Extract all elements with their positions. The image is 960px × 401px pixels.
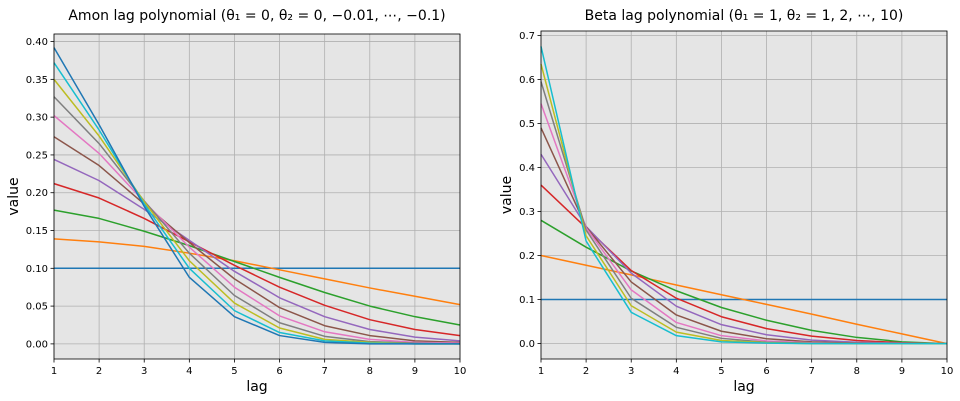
y-tick-label: 0.40 — [26, 37, 48, 48]
axes-frame — [53, 33, 461, 360]
x-tick-label: 9 — [899, 366, 905, 377]
x-tick-label: 8 — [854, 366, 860, 377]
x-tick-label: 3 — [141, 366, 147, 377]
x-tick-label: 7 — [808, 366, 814, 377]
series-line-11 — [53, 47, 460, 345]
chart-title: Beta lag polynomial (θ₁ = 1, θ₂ = 1, 2, … — [585, 8, 904, 24]
chart-2: 1 2 3 4 5 6 7 8 9 10 0.0 0.1 0.2 0.3 0.4 0.5 0.6 0.7 Beta … — [499, 8, 953, 395]
x-tick-label: 10 — [941, 366, 954, 377]
x-tick-label: 6 — [276, 366, 282, 377]
x-tick-label: 4 — [186, 366, 192, 377]
series-line-6 — [53, 136, 461, 344]
x-tick-label: 2 — [583, 366, 589, 377]
y-tick-label: 0.5 — [519, 119, 535, 130]
x-tick-label: 2 — [96, 366, 102, 377]
y-tick-label: 0.3 — [519, 207, 535, 218]
y-tick-label: 0.35 — [26, 75, 48, 86]
y-tick-label: 0.4 — [519, 163, 535, 174]
x-tick-label: 1 — [51, 366, 57, 377]
y-tick-label: 0.7 — [519, 31, 535, 42]
y-tick-label: 0.15 — [26, 226, 48, 237]
y-axis-label: value — [6, 177, 22, 215]
x-tick-label: 8 — [367, 366, 373, 377]
x-axis-label: lag — [246, 379, 267, 395]
y-tick-label: 0.05 — [26, 302, 48, 313]
y-tick-label: 0.20 — [26, 188, 48, 199]
x-tick-label: 6 — [763, 366, 769, 377]
x-tick-label: 5 — [231, 366, 237, 377]
y-tick-label: 0.25 — [26, 150, 48, 161]
x-tick-label: 10 — [454, 366, 467, 377]
y-tick-label: 0.0 — [519, 339, 535, 350]
y-tick-label: 0.6 — [519, 75, 535, 86]
x-tick-label: 4 — [673, 366, 679, 377]
plot-background — [54, 34, 460, 359]
x-tick-label: 3 — [628, 366, 634, 377]
y-tick-label: 0.10 — [26, 264, 48, 275]
series-line-7 — [53, 115, 461, 344]
x-tick-label: 7 — [321, 366, 327, 377]
series-line-2 — [53, 238, 461, 306]
x-axis-label: lag — [733, 379, 754, 395]
series-line-3 — [53, 209, 461, 326]
y-tick-label: 0.00 — [26, 339, 48, 350]
x-tick-label: 5 — [718, 366, 724, 377]
y-tick-label: 0.1 — [519, 295, 535, 306]
series-line-4 — [53, 182, 461, 337]
y-axis-label: value — [499, 176, 515, 214]
chart-1: 1 2 3 4 5 6 7 8 9 10 0.00 0.05 0.10 0.15 0.20 0.25 0.30 0… — [6, 8, 466, 395]
x-tick-label: 1 — [538, 366, 544, 377]
axes-frame — [540, 30, 948, 360]
series-line-5 — [53, 158, 461, 342]
series-line-10 — [540, 46, 947, 345]
y-tick-label: 0.2 — [519, 251, 535, 262]
y-tick-label: 0.30 — [26, 113, 48, 124]
x-tick-label: 9 — [412, 366, 418, 377]
chart-title: Amon lag polynomial (θ₁ = 0, θ₂ = 0, −0.… — [68, 8, 445, 24]
plot-background — [541, 31, 947, 359]
